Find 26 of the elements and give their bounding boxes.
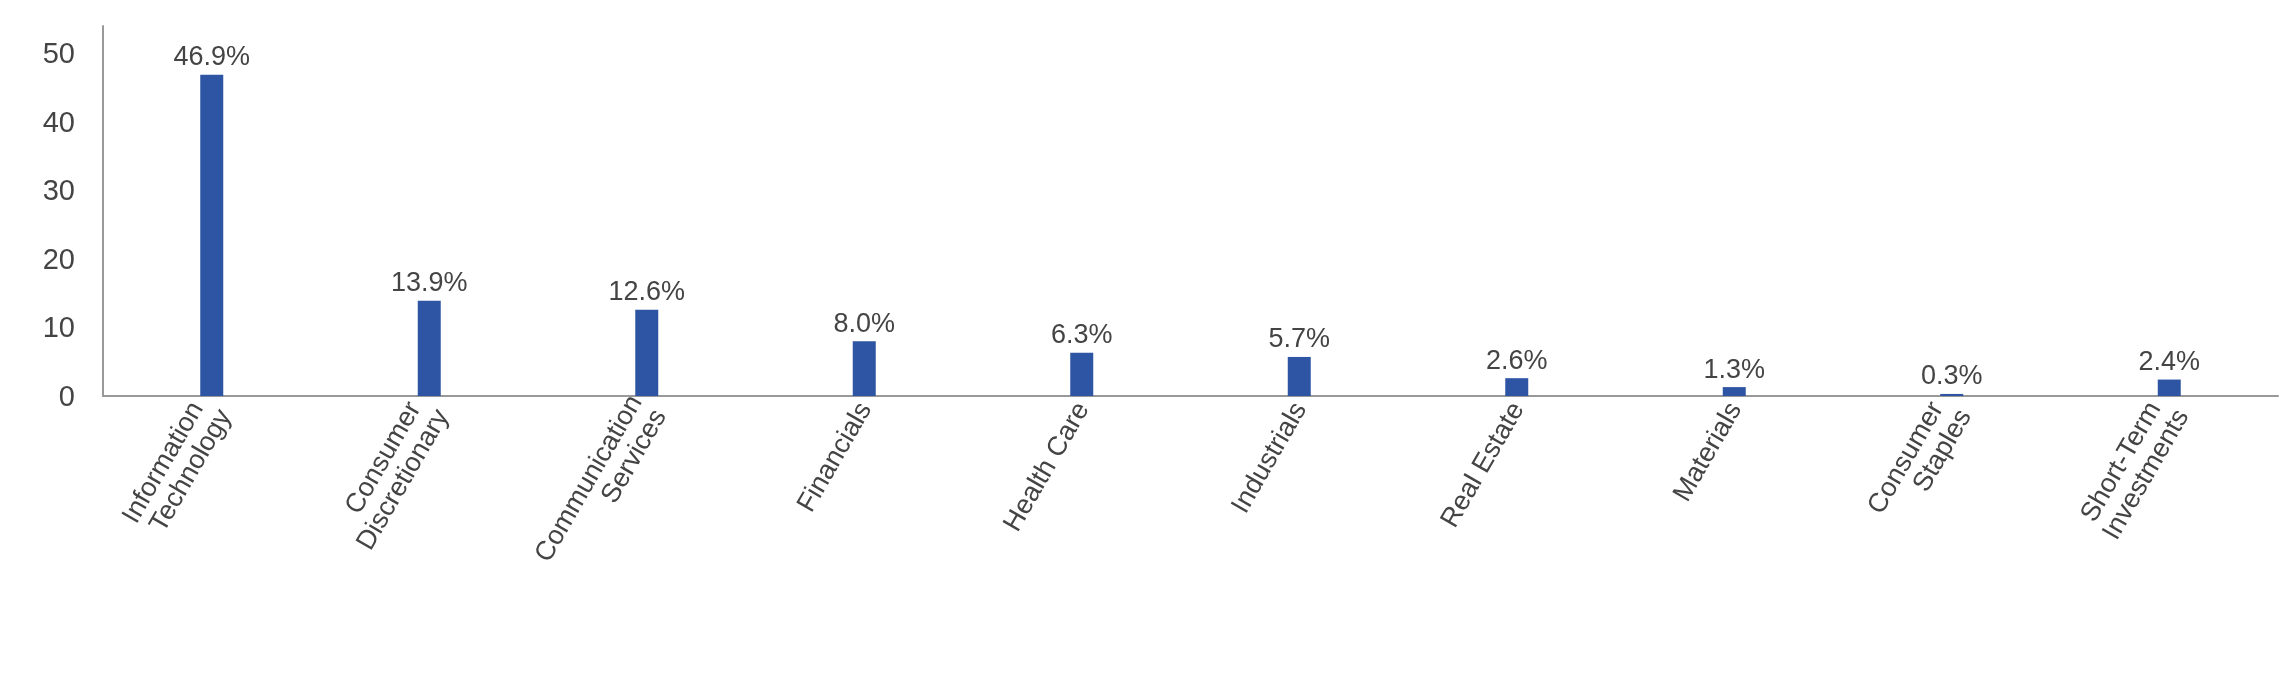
y-tick-label: 50: [42, 37, 75, 70]
bar: [417, 300, 441, 396]
data-label: 13.9%: [390, 267, 468, 298]
y-tick-label: 40: [42, 105, 75, 138]
data-label: 0.3%: [1920, 360, 1983, 391]
bar: [852, 341, 876, 396]
data-label: 5.7%: [1268, 323, 1331, 354]
bar: [200, 74, 224, 396]
y-tick-label: 20: [42, 242, 75, 275]
bar: [1505, 378, 1529, 396]
bar: [1940, 393, 1964, 396]
data-label: 1.3%: [1703, 353, 1766, 384]
y-tick-label: 0: [58, 380, 75, 412]
bar: [1722, 387, 1746, 396]
y-tick-label: 30: [42, 174, 75, 207]
bar: [2157, 379, 2181, 396]
data-label: 46.9%: [173, 41, 251, 72]
bar: [635, 309, 659, 396]
bar: [1287, 356, 1311, 396]
data-label: 6.3%: [1050, 319, 1113, 350]
data-label: 8.0%: [833, 307, 896, 338]
data-label: 2.6%: [1485, 344, 1548, 375]
data-label: 12.6%: [608, 276, 686, 307]
bar: [1070, 352, 1094, 396]
y-tick-label: 10: [42, 311, 75, 344]
data-label: 2.4%: [2138, 346, 2201, 377]
